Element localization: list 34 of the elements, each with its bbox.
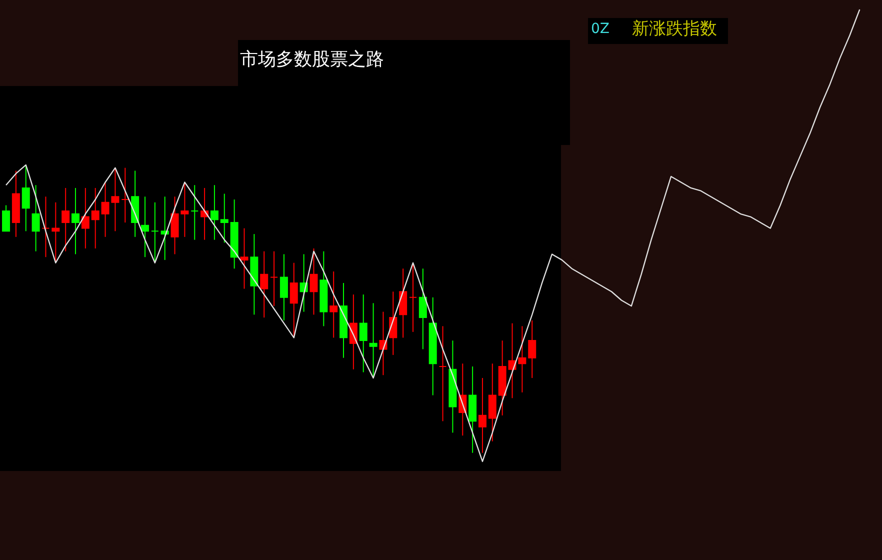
candlestick [160, 196, 169, 260]
candlestick [220, 193, 228, 244]
candlestick [290, 262, 298, 338]
candlestick [399, 268, 408, 338]
candlestick [52, 202, 60, 264]
candlestick [2, 204, 10, 232]
text: 新涨跌指数 [632, 19, 717, 39]
candlestick [121, 167, 130, 224]
candlestick [528, 320, 536, 378]
candlestick [190, 184, 199, 240]
candlestick [478, 377, 486, 454]
candlestick [62, 187, 70, 252]
candlestick [240, 228, 248, 290]
candlestick [369, 302, 378, 378]
candlestick [330, 270, 338, 338]
candlestick [22, 164, 30, 232]
candlestick [359, 294, 368, 373]
chart-title: 市场多数股票之路 [240, 49, 384, 70]
candlestick [81, 187, 90, 249]
candlestick [438, 326, 447, 422]
candlestick [91, 187, 100, 249]
candlestick [260, 250, 268, 318]
candlestick [72, 187, 80, 255]
candlestick [210, 184, 218, 240]
candlestick [140, 196, 149, 258]
text: 0Z [591, 21, 610, 37]
candlestick [42, 196, 50, 258]
candlestick [150, 202, 159, 264]
candlestick [488, 363, 496, 442]
candlestick [310, 248, 318, 316]
candlestick [270, 250, 278, 307]
candlestick [32, 184, 40, 252]
candlestick [280, 254, 288, 321]
candlestick [418, 268, 427, 350]
